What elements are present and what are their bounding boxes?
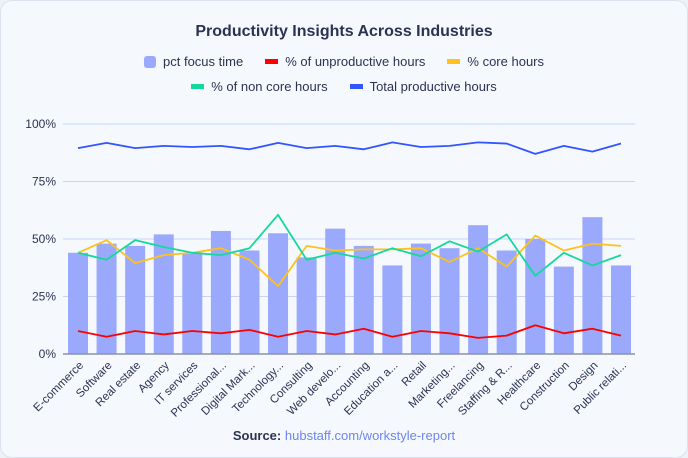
legend-label: % core hours	[467, 54, 544, 69]
bar	[525, 239, 546, 354]
legend-item-core[interactable]: % core hours	[447, 54, 544, 69]
bar	[125, 245, 146, 354]
bar	[439, 248, 460, 354]
legend-swatch	[191, 84, 205, 89]
y-tick-label: 25%	[32, 290, 56, 304]
chart-title: Productivity Insights Across Industries	[195, 23, 493, 40]
bar	[611, 265, 631, 354]
bar	[353, 245, 374, 354]
bar	[268, 233, 289, 354]
bar	[582, 217, 603, 354]
y-tick-label: 50%	[32, 232, 56, 246]
bar	[210, 230, 231, 354]
legend-swatch	[144, 55, 156, 68]
legend-item-total[interactable]: Total productive hours	[349, 79, 497, 94]
legend-swatch	[447, 59, 461, 64]
legend-row-2: % of non core hours Total productive hou…	[1, 79, 687, 94]
legend-item-unproductive[interactable]: % of unproductive hours	[265, 54, 425, 69]
bar	[182, 252, 203, 354]
y-tick-label: 100%	[25, 117, 56, 131]
legend-swatch	[349, 84, 363, 89]
series-line	[77, 141, 622, 155]
bar	[68, 252, 88, 354]
series-line	[77, 324, 622, 339]
bar	[468, 225, 489, 354]
legend-swatch	[265, 59, 279, 64]
bar	[153, 234, 174, 354]
bar	[553, 266, 574, 354]
bar	[410, 243, 431, 354]
source-link[interactable]: hubstaff.com/workstyle-report	[284, 428, 456, 443]
legend-label: % of non core hours	[211, 79, 328, 94]
bar	[96, 243, 117, 354]
bar	[325, 228, 346, 354]
source-line: Source: hubstaff.com/workstyle-report	[1, 428, 687, 443]
y-tick-label: 75%	[32, 175, 56, 189]
series-line	[77, 234, 622, 288]
series-line	[77, 213, 622, 277]
legend-label: % of unproductive hours	[285, 54, 426, 69]
legend-label: Total productive hours	[369, 79, 497, 94]
legend-row-1: pct focus time % of unproductive hours %…	[1, 54, 687, 69]
legend-label: pct focus time	[163, 54, 244, 69]
x-tick-label: Public relati...	[572, 360, 629, 417]
bar	[239, 250, 260, 354]
bar	[382, 265, 403, 354]
bar	[296, 257, 317, 354]
bar	[496, 250, 517, 354]
legend-item-focus[interactable]: pct focus time	[144, 54, 243, 69]
y-tick-label: 0%	[39, 347, 57, 361]
legend-item-noncore[interactable]: % of non core hours	[191, 79, 328, 94]
source-label: Source:	[232, 428, 282, 443]
